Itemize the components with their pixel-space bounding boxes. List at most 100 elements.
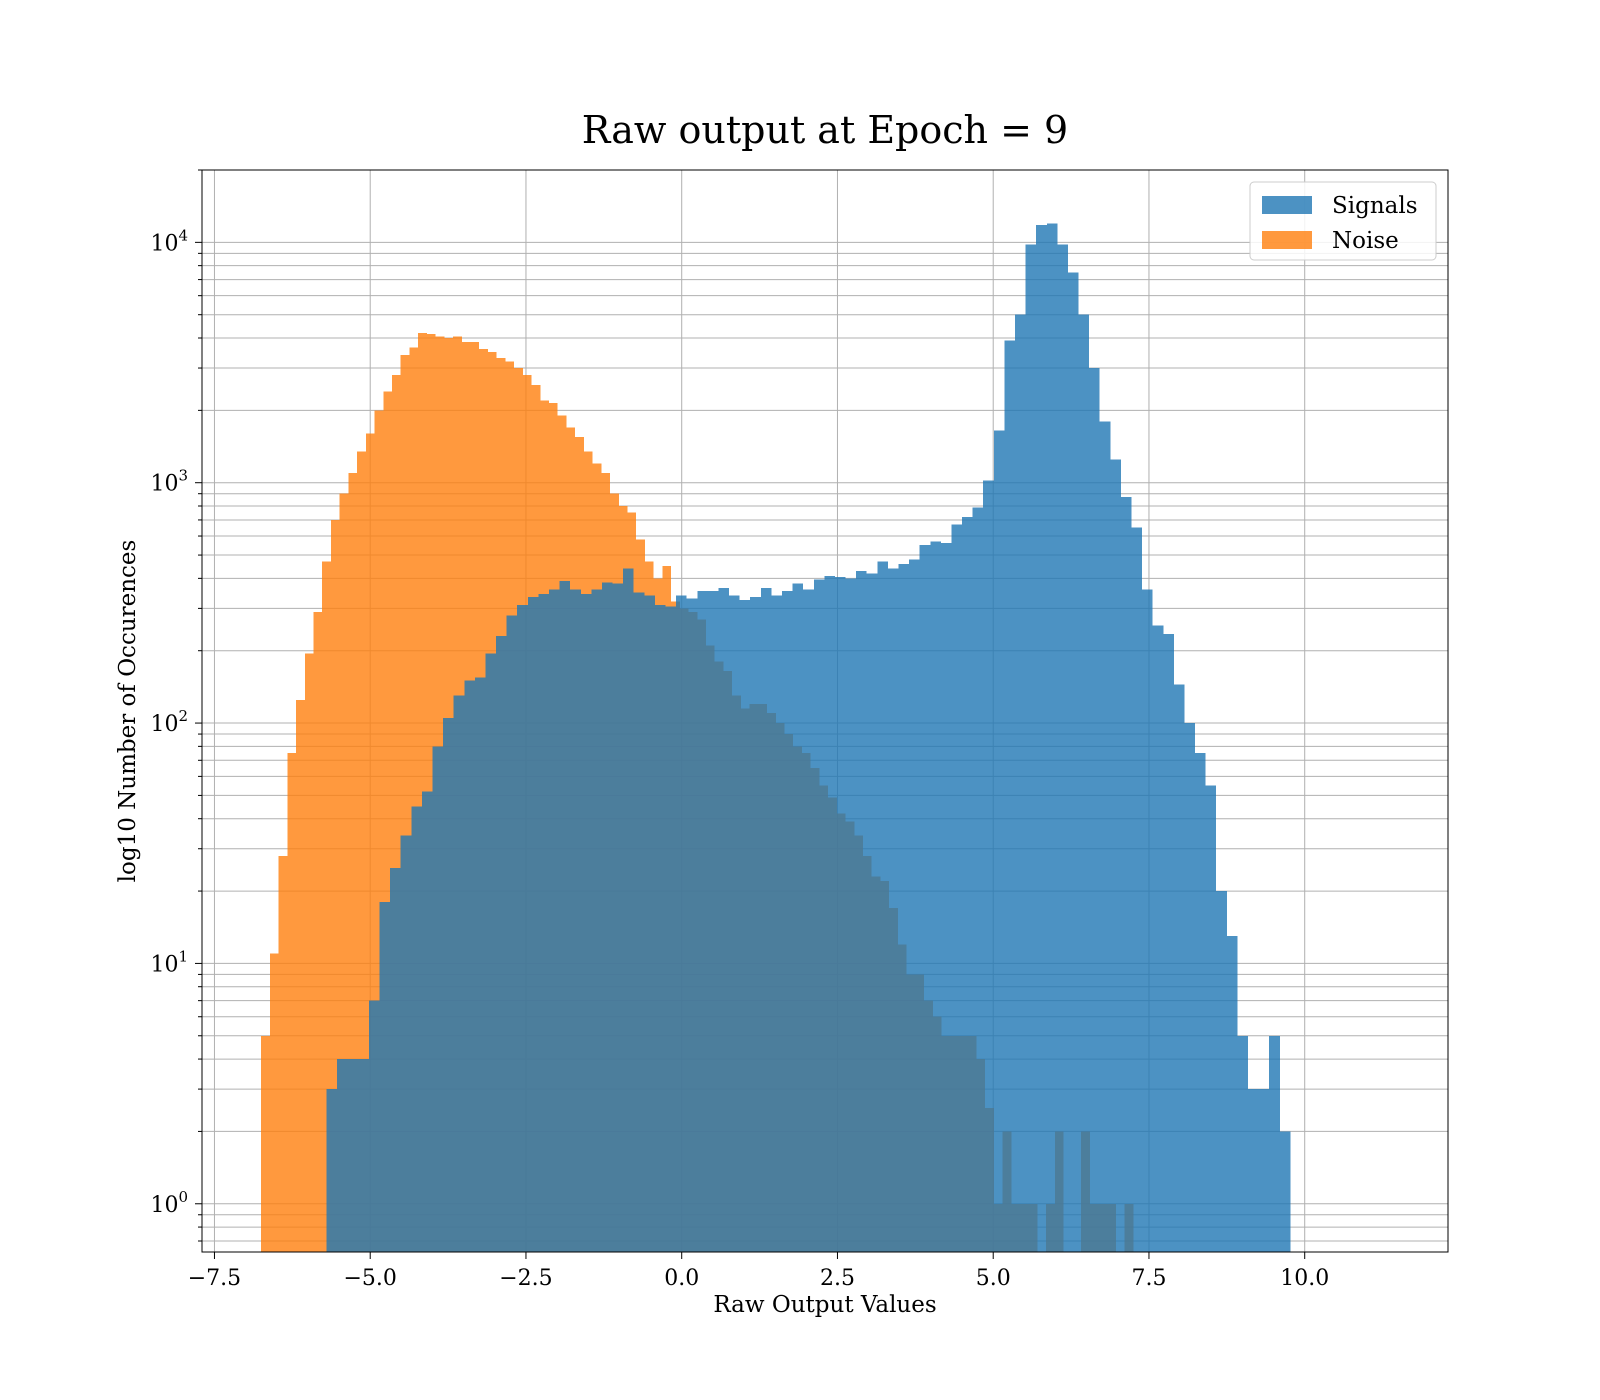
signals-bar — [930, 541, 941, 1252]
signals-bar — [474, 677, 486, 1252]
signals-bar — [1163, 633, 1174, 1252]
signals-bar — [824, 575, 835, 1252]
signals-bar — [496, 636, 507, 1252]
noise-bar — [348, 472, 358, 1252]
noise-bar — [400, 354, 410, 1252]
signals-bar — [697, 590, 708, 1252]
signals-bar — [1025, 244, 1037, 1253]
signals-bar — [559, 580, 571, 1252]
signals-bar — [1131, 527, 1143, 1252]
signals-bar — [760, 587, 772, 1252]
signals-bar — [686, 598, 698, 1252]
signals-bar — [612, 583, 624, 1252]
signals-bar — [368, 1000, 380, 1252]
signals-bar — [962, 516, 973, 1252]
y-tick-label: 100 — [150, 1188, 188, 1218]
signals-bar — [1142, 589, 1153, 1252]
signals-bar — [485, 653, 497, 1252]
signals-bar — [1184, 723, 1196, 1252]
signals-bar — [591, 589, 602, 1252]
signals-bar — [972, 507, 984, 1252]
noise-bar — [365, 433, 375, 1252]
signals-bar — [464, 680, 475, 1252]
signals-bar — [834, 577, 846, 1252]
x-tick-label: −2.5 — [499, 1266, 552, 1291]
noise-bar — [287, 753, 297, 1252]
signals-bar — [707, 590, 719, 1252]
signals-bar — [940, 543, 952, 1252]
noise-bar — [409, 347, 419, 1252]
signals-bar — [623, 568, 634, 1252]
noise-bar — [374, 410, 384, 1252]
signals-bar — [1216, 891, 1227, 1252]
signals-bar — [421, 791, 433, 1252]
x-tick-label: −7.5 — [188, 1266, 241, 1291]
signals-bar — [877, 561, 888, 1252]
signals-bar — [983, 480, 994, 1252]
noise-bar — [357, 451, 366, 1252]
plot-area-frame — [201, 169, 1449, 1253]
signals-bar — [601, 582, 613, 1252]
signals-bar — [443, 717, 454, 1252]
signals-bar — [1120, 497, 1132, 1252]
x-tick-label: 0.0 — [664, 1266, 699, 1291]
signals-bar — [1015, 314, 1026, 1252]
signals-bar — [951, 524, 963, 1252]
signals-bar — [633, 592, 645, 1252]
signals-bar — [845, 578, 857, 1252]
legend: Signals Noise — [1249, 181, 1437, 261]
signals-bar — [1258, 1089, 1270, 1252]
noise-bar — [392, 375, 401, 1253]
noise-bar — [313, 611, 323, 1252]
signals-bar — [506, 615, 518, 1252]
signals-bar — [1004, 340, 1016, 1252]
signals-bar — [1078, 314, 1090, 1252]
signals-bar — [771, 595, 783, 1252]
signals-bar — [1067, 272, 1079, 1252]
x-axis-title: Raw Output Values — [713, 1292, 936, 1318]
signals-bar — [909, 559, 920, 1252]
signals-bar — [326, 1089, 338, 1252]
signals-bar — [337, 1059, 348, 1252]
signals-bar — [358, 1059, 369, 1252]
signals-bar — [1046, 223, 1058, 1253]
signals-bar — [1099, 421, 1111, 1253]
y-tick-label: 103 — [150, 467, 188, 497]
signals-bar — [390, 867, 401, 1252]
noise-bar — [330, 519, 340, 1252]
signals-bar — [411, 806, 422, 1252]
y-tick-label: 101 — [150, 947, 188, 977]
noise-bar — [322, 561, 331, 1252]
legend-swatch-signals — [1262, 196, 1312, 214]
y-tick-label: 104 — [150, 226, 188, 256]
signals-bar — [750, 596, 761, 1252]
axis-ticks: −7.5 −5.0 −2.5 0.0 2.5 5.0 7.5 10.0 100 101 102 103… — [150, 169, 1329, 1291]
signals-bar — [379, 902, 391, 1252]
signals-bar — [919, 545, 931, 1252]
signals-bar — [644, 595, 655, 1252]
signals-bar — [1057, 244, 1068, 1253]
signals-bar — [347, 1059, 359, 1252]
signals-bar — [400, 835, 412, 1252]
signals-bar — [580, 593, 592, 1252]
signals-bar — [993, 430, 1005, 1253]
signals-bar — [739, 600, 751, 1252]
signals-bar — [538, 593, 550, 1252]
noise-bar — [261, 1035, 270, 1252]
signals-bar — [782, 590, 793, 1252]
noise-bar — [296, 699, 305, 1252]
signals-bar — [1269, 1035, 1280, 1252]
signals-bar — [453, 695, 465, 1252]
signals-bar — [813, 579, 825, 1252]
signals-bar — [1036, 225, 1047, 1253]
x-tick-label: −5.0 — [343, 1266, 396, 1291]
signals-bar — [1226, 936, 1238, 1252]
signals-bar — [1205, 785, 1217, 1252]
signals-bar — [432, 746, 444, 1252]
signals-bar — [898, 563, 910, 1252]
x-tick-label: 2.5 — [820, 1266, 855, 1291]
signals-bar — [803, 589, 814, 1252]
signals-bar — [1110, 459, 1121, 1253]
signals-bar — [665, 606, 677, 1252]
